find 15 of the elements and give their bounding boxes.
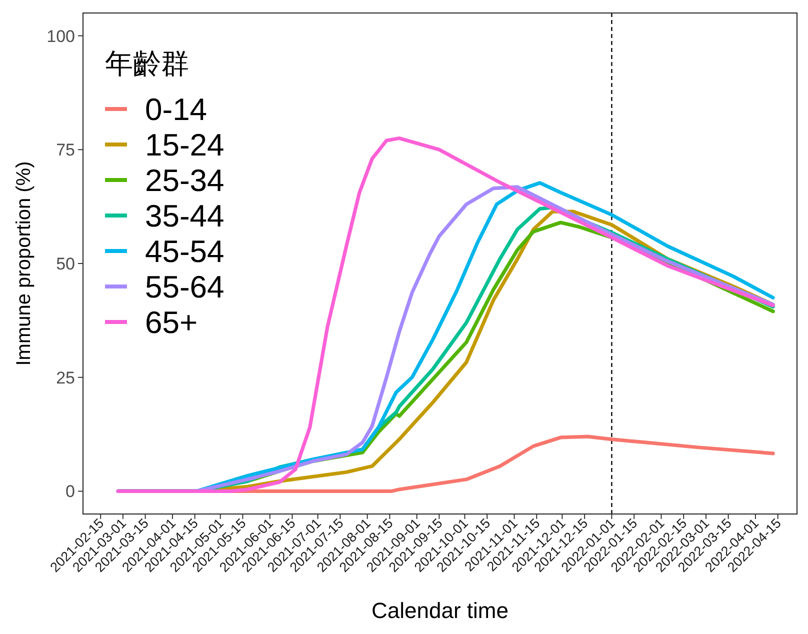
- legend-label: 45-54: [145, 234, 224, 269]
- legend-label: 0-14: [145, 92, 208, 127]
- y-tick-label: 100: [46, 26, 75, 46]
- y-axis-title: Immune proportion (%): [13, 161, 35, 366]
- x-axis-title: Calendar time: [372, 598, 508, 623]
- y-tick-label: 75: [56, 140, 75, 160]
- y-tick-label: 50: [56, 254, 75, 274]
- legend-label: 15-24: [145, 128, 224, 162]
- legend-label: 35-44: [145, 198, 224, 234]
- legend-label: 55-64: [145, 270, 224, 304]
- legend-label: 25-34: [145, 163, 224, 198]
- y-tick-label: 25: [56, 368, 75, 388]
- legend-label: 65+: [145, 305, 198, 340]
- legend-title: 年齡群: [105, 48, 189, 79]
- y-tick-label: 0: [66, 482, 75, 502]
